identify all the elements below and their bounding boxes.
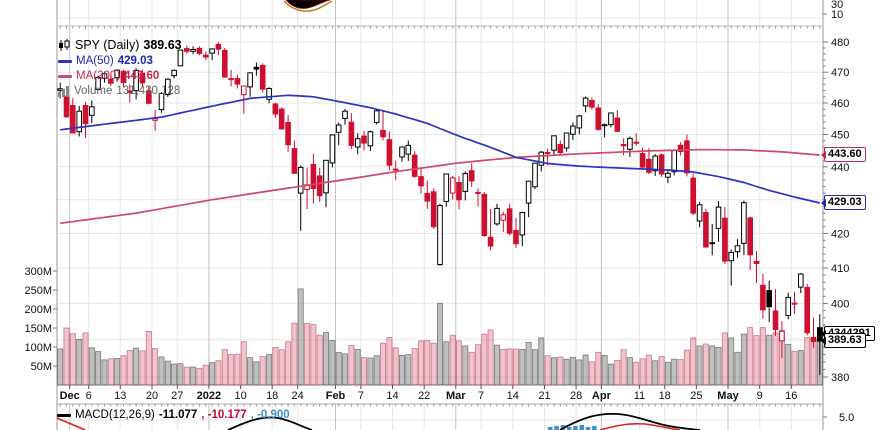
- macd-value: -11.077: [158, 409, 198, 421]
- svg-text:480: 480: [831, 37, 849, 49]
- svg-text:450: 450: [831, 130, 849, 142]
- svg-text:380: 380: [831, 372, 849, 384]
- ma200-line: [60, 148, 820, 225]
- svg-text:14: 14: [507, 390, 519, 402]
- svg-text:2022: 2022: [197, 390, 221, 402]
- svg-text:25: 25: [690, 390, 702, 402]
- svg-text:14: 14: [386, 390, 398, 402]
- svg-text:470: 470: [831, 67, 849, 79]
- macd-legend: MACD(12,26,9) -11.077 , -10.177 , -0.900: [57, 409, 290, 421]
- macd-signal-sliver-1: [56, 417, 86, 430]
- svg-text:28: 28: [570, 390, 582, 402]
- svg-text:27: 27: [171, 390, 183, 402]
- ma50-value: 429.03: [117, 55, 153, 67]
- svg-text:410: 410: [831, 263, 849, 275]
- upper-indicator-line: [285, 0, 331, 9]
- svg-text:Apr: Apr: [592, 390, 612, 402]
- svg-text:300M: 300M: [24, 266, 52, 278]
- ma50-line: [60, 94, 820, 204]
- date-axis-labels: Dec 6 13 20 27 2022 10 18 24 Feb 7 14 22 Mar 7 14 21 28 Ap…: [60, 390, 798, 402]
- svg-text:13: 13: [114, 390, 126, 402]
- svg-text:7: 7: [478, 390, 484, 402]
- svg-text:6: 6: [86, 390, 92, 402]
- ma200-line-swatch: [58, 74, 72, 78]
- svg-text:18: 18: [266, 390, 278, 402]
- volume-label: Volume: [74, 85, 113, 97]
- ma200-label: MA(200): [76, 70, 121, 82]
- ma200-legend: MA(200) 443.60: [58, 70, 159, 82]
- macd-label: MACD(12,26,9): [75, 409, 155, 421]
- svg-text:420: 420: [831, 229, 849, 241]
- upper-indicator-signal-line: [283, 0, 333, 12]
- volume-legend: Volume 131,430,128: [58, 85, 180, 97]
- svg-text:22: 22: [418, 390, 430, 402]
- svg-text:100M: 100M: [24, 342, 52, 354]
- svg-text:18: 18: [659, 390, 671, 402]
- last-price-value: 389.63: [143, 38, 182, 52]
- price-axis-labels: 480 470 460 450 440 420 410 400 380: [831, 37, 849, 384]
- svg-text:10: 10: [234, 390, 246, 402]
- svg-text:440: 440: [831, 162, 849, 174]
- upper-axis-label-10: 10: [831, 9, 843, 21]
- svg-text:150M: 150M: [24, 323, 52, 335]
- symbol-label: SPY (Daily): [75, 38, 140, 52]
- volume-value: 131,430,128: [116, 85, 181, 97]
- svg-text:May: May: [717, 390, 739, 402]
- ma50-legend: MA(50) 429.03: [58, 55, 153, 67]
- svg-text:16: 16: [785, 390, 797, 402]
- svg-text:400: 400: [831, 298, 849, 310]
- svg-text:200M: 200M: [24, 304, 52, 316]
- volume-bars: [57, 288, 823, 386]
- svg-text:Dec: Dec: [60, 390, 80, 402]
- svg-text:11: 11: [634, 390, 645, 402]
- upper-axis-label-30: 30: [831, 0, 843, 11]
- macd-hist-value: , -0.900: [250, 409, 290, 421]
- macd-signal-sliver-2: [599, 422, 681, 430]
- candles: [57, 42, 823, 376]
- ma200-price-bubble: 443.60: [821, 147, 866, 162]
- candlestick-chart-icon: [59, 38, 70, 51]
- svg-text:20: 20: [146, 390, 158, 402]
- svg-text:24: 24: [291, 390, 303, 402]
- svg-text:Mar: Mar: [446, 390, 466, 402]
- ma50-label: MA(50): [76, 55, 114, 67]
- svg-text:21: 21: [538, 390, 550, 402]
- macd-line-sliver-2: [559, 412, 701, 430]
- ma50-price-bubble: 429.03: [821, 195, 866, 210]
- svg-text:Feb: Feb: [326, 390, 346, 402]
- svg-text:250M: 250M: [24, 285, 52, 297]
- svg-text:50M: 50M: [31, 361, 52, 373]
- svg-text:460: 460: [831, 98, 849, 110]
- macd-line-sliver-1: [227, 416, 313, 430]
- volume-bars-icon: [58, 86, 69, 97]
- macd-histogram-sliver: [548, 425, 597, 430]
- macd-axis-label: 5.0: [839, 412, 854, 424]
- macd-line-swatch: [57, 413, 71, 417]
- macd-signal-value: , -10.177: [201, 409, 247, 421]
- symbol-legend: SPY (Daily) 389.63: [58, 38, 182, 52]
- last-price-bubble: 389.63: [821, 333, 866, 348]
- ma50-line-swatch: [58, 59, 72, 63]
- svg-text:9: 9: [757, 390, 763, 402]
- volume-axis-labels: 300M 250M 200M 150M 100M 50M: [24, 266, 52, 373]
- svg-text:7: 7: [358, 390, 364, 402]
- ma200-value: 443.60: [124, 70, 160, 82]
